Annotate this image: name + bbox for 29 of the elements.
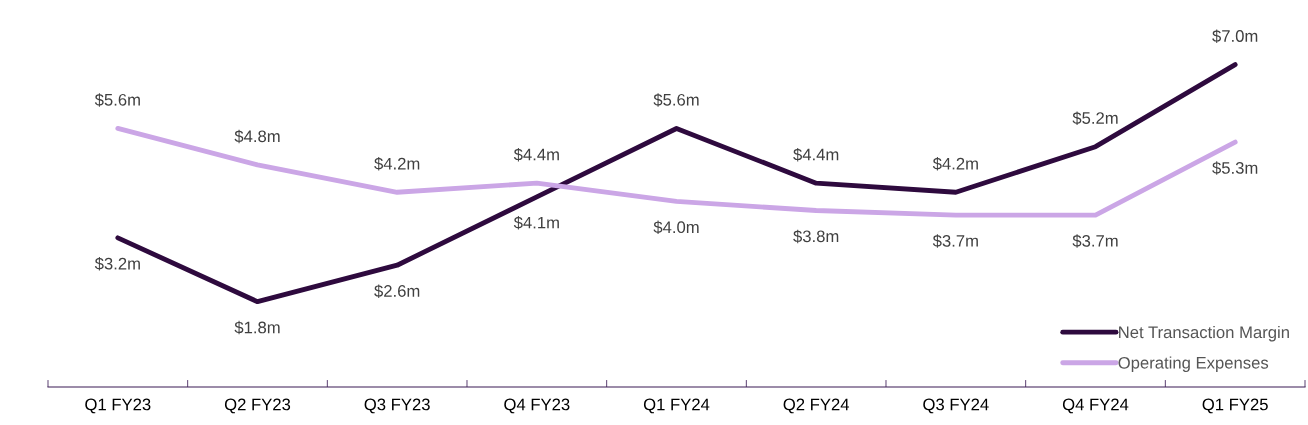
x-tick-label: Q3 FY24 xyxy=(923,398,989,414)
data-label: $2.6m xyxy=(374,284,420,298)
x-tick-label: Q4 FY23 xyxy=(504,398,570,414)
data-label: $3.7m xyxy=(932,234,978,248)
data-label: $4.1m xyxy=(513,216,559,230)
legend-label: Net Transaction Margin xyxy=(1119,325,1289,342)
data-label: $4.4m xyxy=(513,147,559,162)
data-label: $5.6m xyxy=(94,93,140,107)
data-label: $5.2m xyxy=(1072,111,1118,125)
data-label: $4.8m xyxy=(234,129,280,144)
data-label: $1.8m xyxy=(234,320,280,335)
data-label: $5.6m xyxy=(653,93,699,107)
x-tick-label: Q1 FY24 xyxy=(643,398,710,414)
data-label: $5.3m xyxy=(1212,161,1258,175)
x-tick-label: Q4 FY24 xyxy=(1062,398,1129,414)
x-tick-label: Q3 FY23 xyxy=(364,398,430,414)
data-label: $4.4m xyxy=(793,147,839,162)
data-label: $7.0m xyxy=(1212,29,1258,43)
x-tick-label: Q2 FY23 xyxy=(224,398,291,414)
data-label: $4.2m xyxy=(932,157,978,171)
x-tick-label: Q1 FY25 xyxy=(1202,398,1268,414)
data-label: $4.2m xyxy=(374,157,420,171)
data-label: $3.2m xyxy=(94,257,140,271)
data-label: $4.0m xyxy=(653,220,699,235)
x-tick-label: Q1 FY23 xyxy=(85,398,151,414)
data-label: $3.8m xyxy=(793,229,839,244)
x-tick-label: Q2 FY24 xyxy=(783,398,850,414)
data-label: $3.7m xyxy=(1072,234,1118,248)
legend-label: Operating Expenses xyxy=(1118,356,1269,372)
